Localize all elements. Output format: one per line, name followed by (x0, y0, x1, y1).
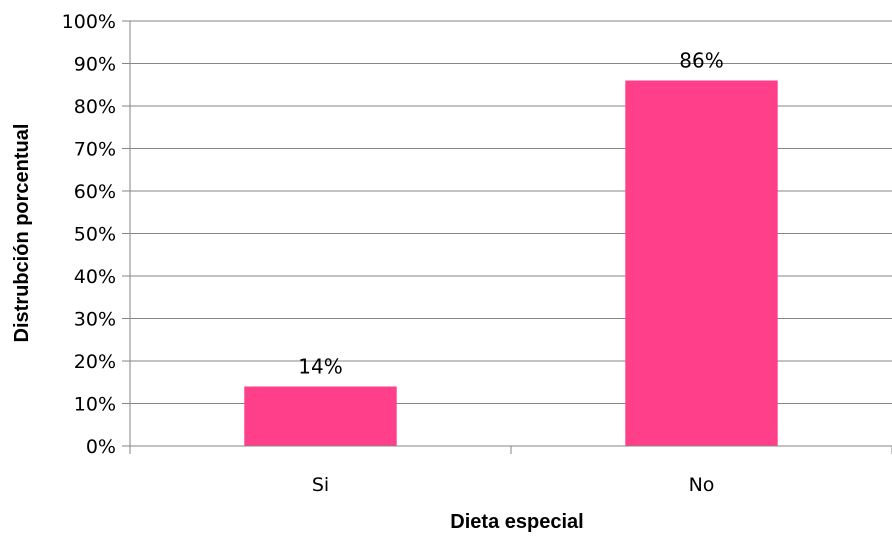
y-tick-label: 90% (74, 54, 116, 76)
x-tick-label: No (689, 474, 715, 496)
y-tick-label: 70% (74, 139, 116, 161)
y-tick-label: 20% (74, 351, 116, 373)
data-labels: 14% 86% (298, 49, 723, 379)
y-axis-title: Distrubción porcentual (11, 124, 33, 343)
y-tick-label: 10% (74, 394, 116, 416)
x-axis-title: Dieta especial (450, 511, 583, 533)
gridlines (130, 20, 892, 404)
y-axis-ticks: 0% 10% 20% 30% 40% 50% 60% 70% 80% 90% 100% (62, 11, 130, 458)
y-tick-label: 80% (74, 96, 116, 118)
y-tick-label: 30% (74, 309, 116, 331)
data-label: 14% (298, 355, 342, 379)
bars (244, 80, 778, 446)
y-tick-label: 0% (86, 436, 116, 458)
bar-no (625, 80, 778, 446)
data-label: 86% (679, 49, 723, 73)
bar-si (244, 386, 397, 446)
y-tick-label: 60% (74, 181, 116, 203)
x-axis-ticks: Si No (129, 446, 892, 496)
y-tick-label: 40% (74, 266, 116, 288)
y-tick-label: 50% (74, 224, 116, 246)
x-tick-label: Si (312, 474, 329, 496)
y-tick-label: 100% (62, 11, 116, 33)
